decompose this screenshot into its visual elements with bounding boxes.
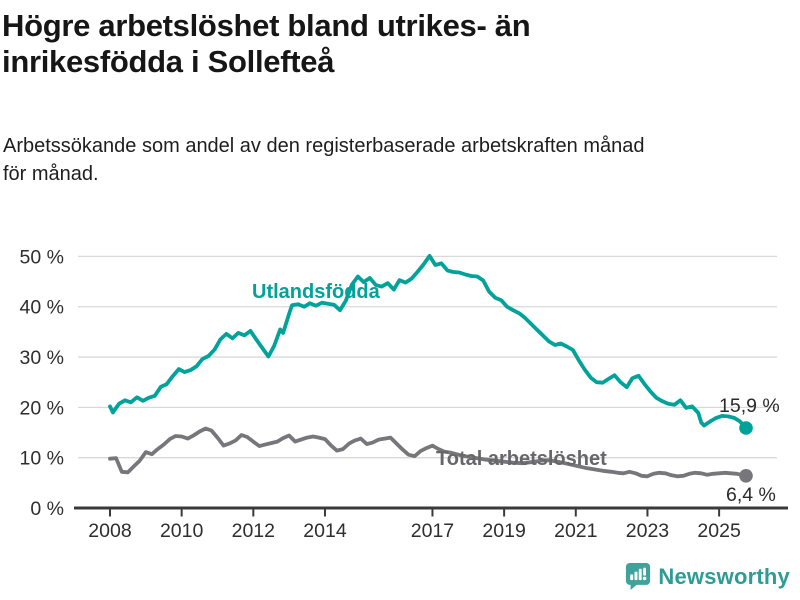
series-label-total-arbetsloshet: Total arbetslöshet	[436, 448, 607, 470]
series-end-dot-utlandsfodda	[739, 421, 753, 435]
bar-small	[630, 574, 634, 581]
x-label-2019: 2019	[482, 520, 525, 542]
x-label-2023: 2023	[626, 520, 669, 542]
exclamation-dot	[643, 576, 647, 581]
y-label-50: 50 %	[20, 246, 64, 268]
bar-medium	[634, 571, 638, 581]
x-label-2008: 2008	[88, 520, 131, 542]
x-label-2021: 2021	[554, 520, 597, 542]
end-value-label-utlandsfodda: 15,9 %	[719, 395, 780, 417]
newsworthy-wordmark: Newsworthy	[658, 563, 790, 589]
newsworthy-bubble-chart-icon	[626, 563, 651, 590]
y-label-10: 10 %	[20, 448, 64, 470]
bar-tall	[639, 568, 643, 581]
y-label-20: 20 %	[20, 397, 64, 419]
y-label-40: 40 %	[20, 297, 64, 319]
series-label-utlandsfodda: Utlandsfödda	[252, 281, 380, 303]
x-label-2017: 2017	[411, 520, 454, 542]
subtitle-line-2: för månad.	[3, 163, 99, 185]
page-title: Högre arbetslöshet bland utrikes- än inr…	[2, 8, 531, 80]
series-line-utlandsfodda	[108, 254, 748, 430]
series-end-dot-total	[739, 469, 753, 483]
x-label-2014: 2014	[303, 520, 347, 542]
subtitle-line-1: Arbetssökande som andel av den registerb…	[3, 135, 645, 157]
y-label-0: 0 %	[30, 498, 64, 520]
x-label-2012: 2012	[232, 520, 275, 542]
x-label-2025: 2025	[697, 520, 741, 542]
y-label-30: 30 %	[20, 347, 64, 369]
series-line-total	[108, 426, 748, 479]
x-label-2010: 2010	[160, 520, 204, 542]
chart-subtitle: Arbetssökande som andel av den registerb…	[3, 132, 645, 188]
title-line-2: inrikesfödda i Sollefteå	[2, 44, 335, 79]
newsworthy-logo: Newsworthy	[625, 562, 790, 591]
exclamation-stem	[643, 567, 647, 576]
speech-bubble-shape	[626, 563, 651, 590]
end-value-label-total: 6,4 %	[726, 484, 776, 506]
title-line-1: Högre arbetslöshet bland utrikes- än	[2, 8, 531, 43]
